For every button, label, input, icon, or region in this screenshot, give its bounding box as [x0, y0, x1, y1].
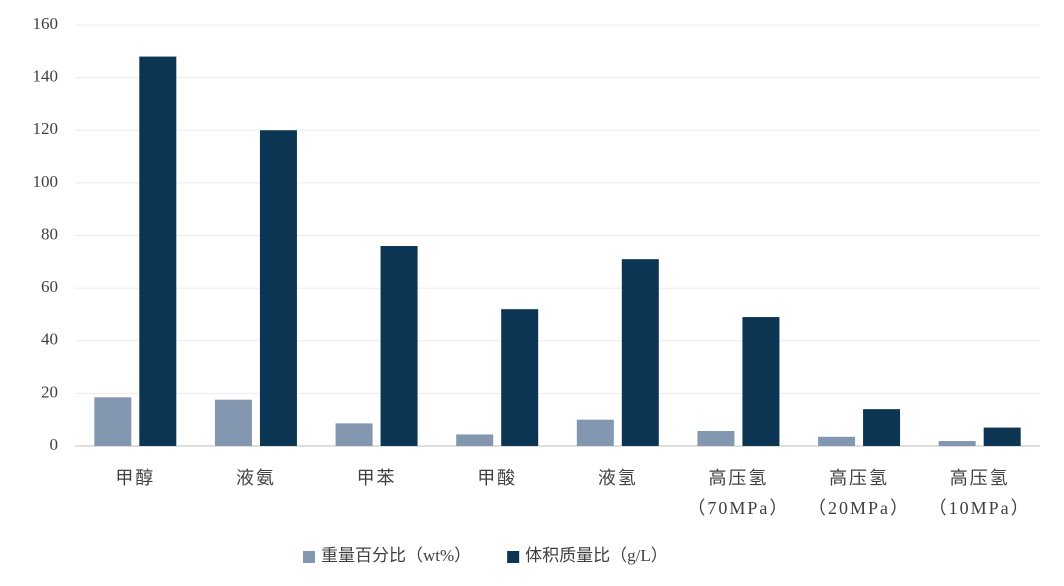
bar: [259, 130, 297, 446]
y-tick-label: 120: [33, 119, 59, 138]
y-tick-label: 100: [33, 172, 59, 191]
bar: [742, 317, 780, 446]
bar: [938, 441, 976, 446]
bar: [335, 423, 373, 446]
bar: [863, 409, 901, 446]
y-tick-label: 40: [41, 330, 58, 349]
bar: [621, 259, 659, 446]
y-tick-label: 0: [50, 435, 59, 454]
x-tick-label: 甲醇: [115, 468, 156, 488]
y-tick-label: 60: [41, 277, 58, 296]
x-tick-label: 液氨: [235, 468, 276, 488]
y-tick-label: 80: [41, 224, 58, 243]
bar: [576, 419, 614, 446]
x-tick-label: 甲苯: [356, 468, 397, 488]
bar: [501, 309, 539, 446]
legend-label: 体积质量比（g/L）: [525, 546, 668, 565]
y-tick-label: 140: [33, 67, 59, 86]
bar: [697, 431, 735, 446]
x-tick-label: 甲酸: [477, 468, 518, 488]
legend-label: 重量百分比（wt%）: [321, 546, 471, 565]
bar: [139, 56, 177, 446]
legend-marker: [303, 551, 315, 563]
x-tick-label: 高压氢 （70MPa）: [687, 468, 790, 518]
y-tick-label: 20: [41, 382, 58, 401]
legend-marker: [507, 551, 520, 563]
bar: [456, 434, 494, 446]
bar: [983, 427, 1021, 446]
x-tick-label: 高压氢 （20MPa）: [808, 468, 911, 518]
x-tick-label: 高压氢 （10MPa）: [928, 468, 1031, 518]
bar: [380, 246, 418, 446]
bar: [214, 399, 252, 446]
y-tick-label: 160: [33, 14, 59, 33]
bar: [818, 436, 856, 446]
x-tick-label: 液氢: [597, 468, 638, 488]
bar: [94, 397, 132, 446]
